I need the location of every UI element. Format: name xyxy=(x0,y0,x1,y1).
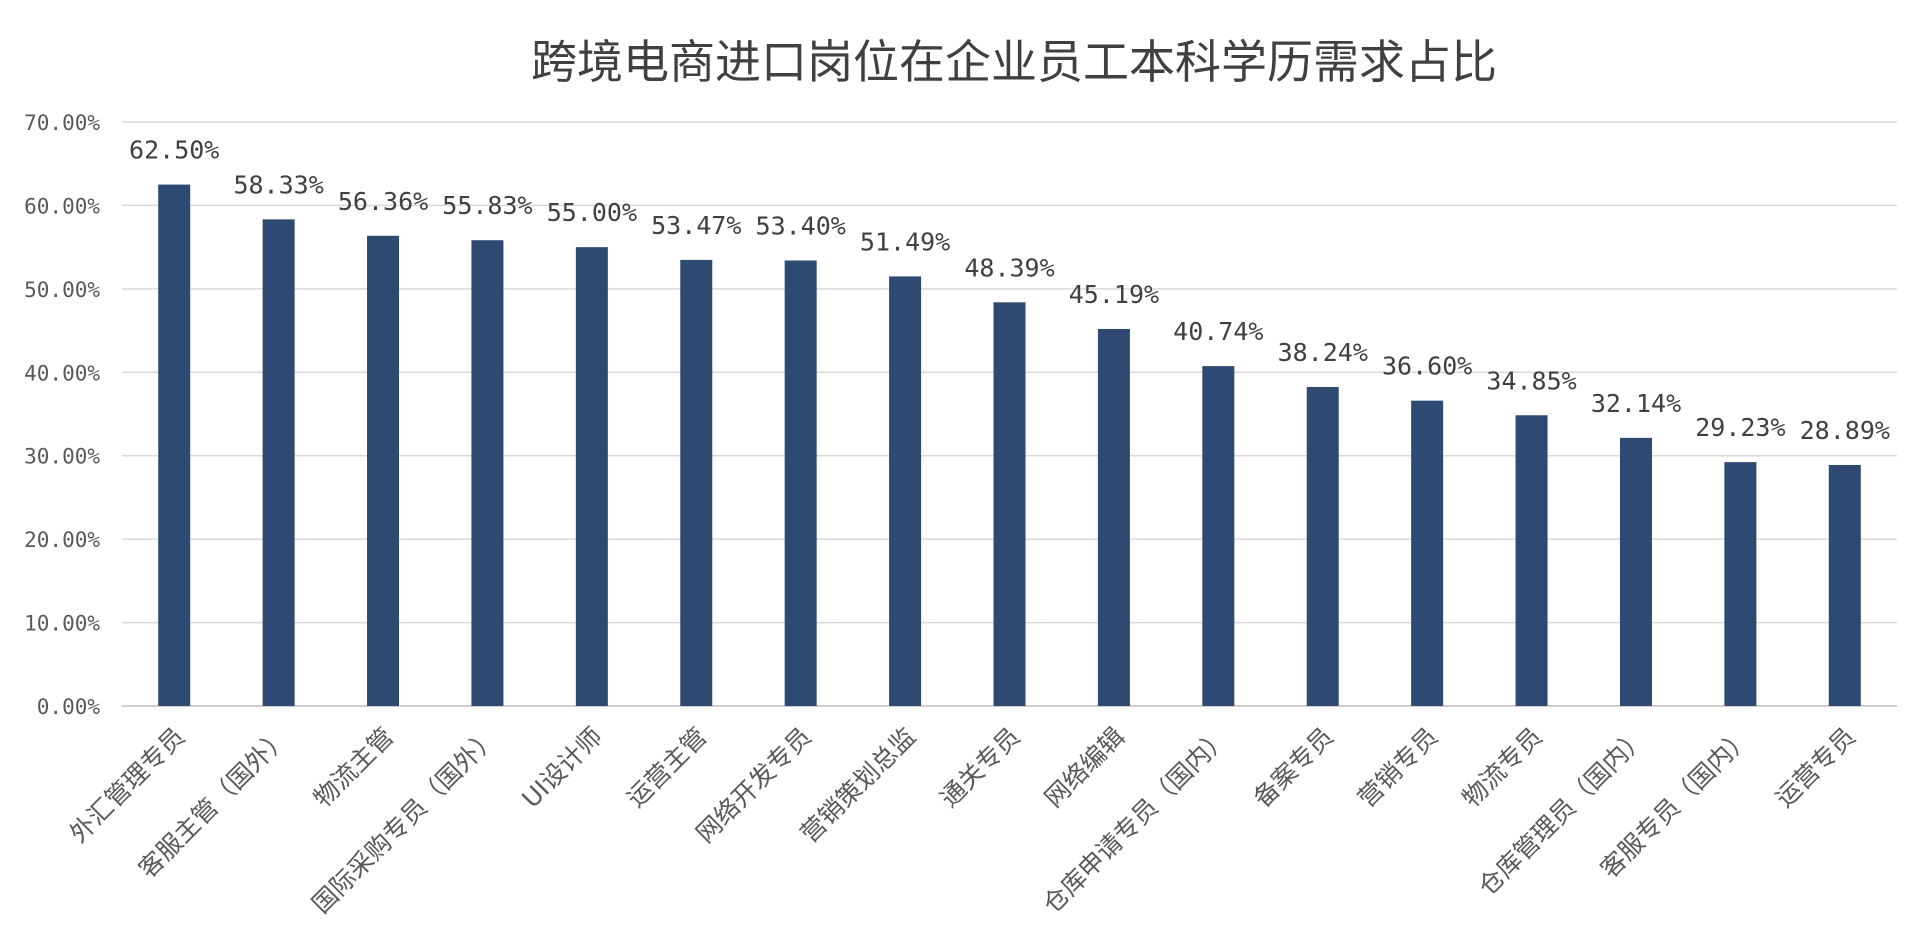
data-label: 56.36% xyxy=(338,187,428,216)
data-label: 36.60% xyxy=(1382,352,1472,381)
data-label: 58.33% xyxy=(233,170,323,199)
data-label: 29.23% xyxy=(1695,413,1785,442)
bar xyxy=(889,276,922,706)
data-label: 32.14% xyxy=(1591,389,1681,418)
bar xyxy=(1097,328,1130,706)
x-tick-label: 运营主管 xyxy=(621,722,712,813)
data-label: 45.19% xyxy=(1069,280,1159,309)
bars xyxy=(158,184,1861,707)
y-tick-label: 0.00% xyxy=(37,695,101,719)
bar xyxy=(1828,464,1861,706)
bar xyxy=(575,247,608,706)
y-tick-label: 20.00% xyxy=(24,528,100,552)
data-label: 55.00% xyxy=(547,198,637,227)
bar xyxy=(1515,415,1548,706)
y-axis-tick-labels: 0.00% 10.00% 20.00% 30.00% 40.00% 50.00% 60.00… xyxy=(24,111,100,719)
x-tick-label: UI设计师 xyxy=(516,722,608,814)
data-label: 34.85% xyxy=(1486,366,1576,395)
data-label: 40.74% xyxy=(1173,317,1263,346)
y-tick-label: 60.00% xyxy=(24,194,100,218)
x-tick-label: 仓库申请专员（国内） xyxy=(1037,722,1234,919)
y-tick-label: 40.00% xyxy=(24,361,100,385)
data-labels: 62.50% 58.33% 56.36% 55.83% 55.00% 53.47% 53.4… xyxy=(129,136,1890,445)
y-tick-label: 30.00% xyxy=(24,445,100,469)
data-label: 55.83% xyxy=(442,191,532,220)
x-tick-label: 营销专员 xyxy=(1352,722,1443,813)
y-tick-label: 70.00% xyxy=(24,111,100,135)
bar xyxy=(262,219,295,706)
x-tick-label: 运营专员 xyxy=(1770,722,1861,813)
chart-title: 跨境电商进口岗位在企业员工本科学历需求占比 xyxy=(531,35,1497,89)
bar xyxy=(1411,400,1444,706)
data-label: 48.39% xyxy=(964,253,1054,282)
bar xyxy=(1724,462,1757,706)
bar xyxy=(680,259,713,706)
data-label: 51.49% xyxy=(860,227,950,256)
y-tick-label: 50.00% xyxy=(24,278,100,302)
x-tick-label: 备案专员 xyxy=(1248,722,1339,813)
bar xyxy=(784,260,817,706)
bar xyxy=(471,240,504,706)
bar xyxy=(1202,366,1235,706)
x-tick-label: 物流专员 xyxy=(1457,722,1548,813)
data-label: 28.89% xyxy=(1800,416,1890,445)
data-label: 53.47% xyxy=(651,211,741,240)
x-tick-label: 网络编辑 xyxy=(1039,722,1130,813)
data-label: 62.50% xyxy=(129,136,219,165)
x-tick-label: 通关专员 xyxy=(935,722,1026,813)
bar xyxy=(158,184,191,707)
bar xyxy=(993,302,1026,706)
x-tick-label: 国际采购专员（国外） xyxy=(306,722,503,919)
x-tick-label: 物流主管 xyxy=(308,722,399,813)
data-label: 53.40% xyxy=(756,211,846,240)
data-label: 38.24% xyxy=(1278,338,1368,367)
bar xyxy=(1619,437,1652,706)
bar xyxy=(1306,386,1339,706)
y-tick-label: 10.00% xyxy=(24,612,100,636)
bar xyxy=(367,235,400,706)
